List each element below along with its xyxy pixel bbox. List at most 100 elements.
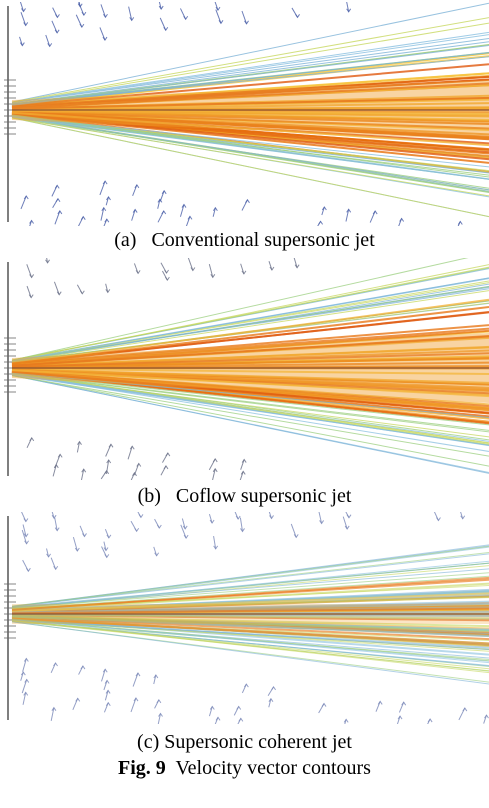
velocity-arrow xyxy=(52,464,57,477)
arrow-head xyxy=(80,215,86,220)
velocity-arrow xyxy=(26,264,33,278)
velocity-arrow xyxy=(132,672,139,687)
velocity-arrow xyxy=(213,535,217,549)
jet-vector xyxy=(11,31,489,103)
jet-vector xyxy=(11,619,489,662)
arrow-head xyxy=(105,701,111,707)
velocity-arrow xyxy=(293,258,298,268)
arrow-head xyxy=(105,289,111,294)
arrow-head xyxy=(104,679,110,684)
jet-vector xyxy=(11,22,489,104)
arrow-head xyxy=(161,189,167,195)
arrow-head xyxy=(399,217,405,222)
jet-vector xyxy=(11,607,489,615)
arrow-head xyxy=(401,701,407,706)
panel-label: (a) xyxy=(114,229,137,251)
panel-label: (b) xyxy=(137,485,161,507)
jet-vector xyxy=(11,63,489,107)
jet-vector xyxy=(11,553,489,608)
velocity-arrow xyxy=(99,180,106,196)
arrow-head xyxy=(104,469,110,475)
velocity-arrow xyxy=(21,529,28,544)
arrow-head xyxy=(29,274,35,279)
arrow-head xyxy=(212,206,218,211)
arrow-head xyxy=(57,453,63,458)
arrow-head xyxy=(156,524,162,529)
jet-vector xyxy=(11,111,489,139)
arrow-head xyxy=(132,208,138,213)
arrow-head xyxy=(271,685,276,691)
jet-vector xyxy=(11,75,489,108)
arrow-head xyxy=(53,662,58,667)
arrow-head xyxy=(321,702,327,707)
velocity-arrow xyxy=(239,517,243,532)
jet-vector xyxy=(11,374,489,474)
arrow-head xyxy=(372,210,378,215)
jet-vector xyxy=(11,117,489,218)
jet-vector xyxy=(11,113,489,155)
jet-vector xyxy=(11,568,489,608)
arrow-head xyxy=(218,20,224,25)
jet-vector xyxy=(11,334,489,367)
velocity-arrow xyxy=(346,2,350,12)
jet-vector xyxy=(11,111,489,147)
arrow-head xyxy=(136,462,142,467)
arrow-head xyxy=(295,14,300,19)
arrow-head xyxy=(53,463,59,469)
arrow-head xyxy=(209,519,215,524)
arrow-head xyxy=(165,452,171,457)
velocity-arrow xyxy=(342,516,348,530)
panel-label: (c) xyxy=(137,731,160,753)
velocity-arrow xyxy=(22,658,27,672)
jet-vector xyxy=(11,34,489,104)
arrow-head xyxy=(74,547,80,552)
jet-vector xyxy=(11,617,489,646)
jet-vector xyxy=(11,290,489,363)
arrow-head xyxy=(80,665,86,670)
arrow-head xyxy=(24,678,30,683)
jet-vector xyxy=(11,17,489,103)
arrow-head xyxy=(484,714,489,719)
figure-label: Fig. 9 xyxy=(118,757,166,779)
arrow-head xyxy=(134,528,140,533)
jet-vector xyxy=(11,2,489,103)
arrow-head xyxy=(29,219,34,224)
arrow-head xyxy=(106,459,112,464)
velocity-arrow xyxy=(290,523,297,538)
arrow-head xyxy=(156,698,162,704)
arrow-head xyxy=(163,26,169,32)
jet-vector xyxy=(11,369,489,398)
arrow-head xyxy=(344,525,350,530)
velocity-arrow xyxy=(22,524,27,537)
arrow-head xyxy=(81,468,87,473)
jet-vector xyxy=(11,346,489,367)
arrow-head xyxy=(132,471,137,477)
velocity-arrow xyxy=(29,220,33,226)
arrow-head xyxy=(235,515,241,520)
velocity-arrow xyxy=(131,209,136,221)
arrow-head xyxy=(77,3,83,8)
velocity-arrow xyxy=(241,10,247,24)
arrow-head xyxy=(427,718,433,723)
velocity-arrow xyxy=(214,2,219,11)
arrow-head xyxy=(457,220,463,225)
arrow-head xyxy=(346,514,352,519)
vector-plot xyxy=(4,2,489,226)
jet-vector xyxy=(11,117,489,197)
velocity-arrow xyxy=(54,517,58,531)
arrow-head xyxy=(55,14,60,19)
jet-vector xyxy=(11,106,489,111)
jet-vector xyxy=(11,56,489,105)
arrow-head xyxy=(55,197,61,203)
jet-vector xyxy=(11,298,489,365)
velocity-arrow xyxy=(21,679,28,694)
jet-vector xyxy=(11,619,489,674)
velocity-arrow xyxy=(268,512,273,519)
arrow-head xyxy=(209,705,215,710)
arrow-head xyxy=(319,520,325,525)
arrow-head xyxy=(318,220,324,225)
jet-vector xyxy=(11,552,489,607)
arrow-head xyxy=(102,668,108,673)
arrow-head xyxy=(23,533,29,538)
arrow-head xyxy=(190,267,196,272)
